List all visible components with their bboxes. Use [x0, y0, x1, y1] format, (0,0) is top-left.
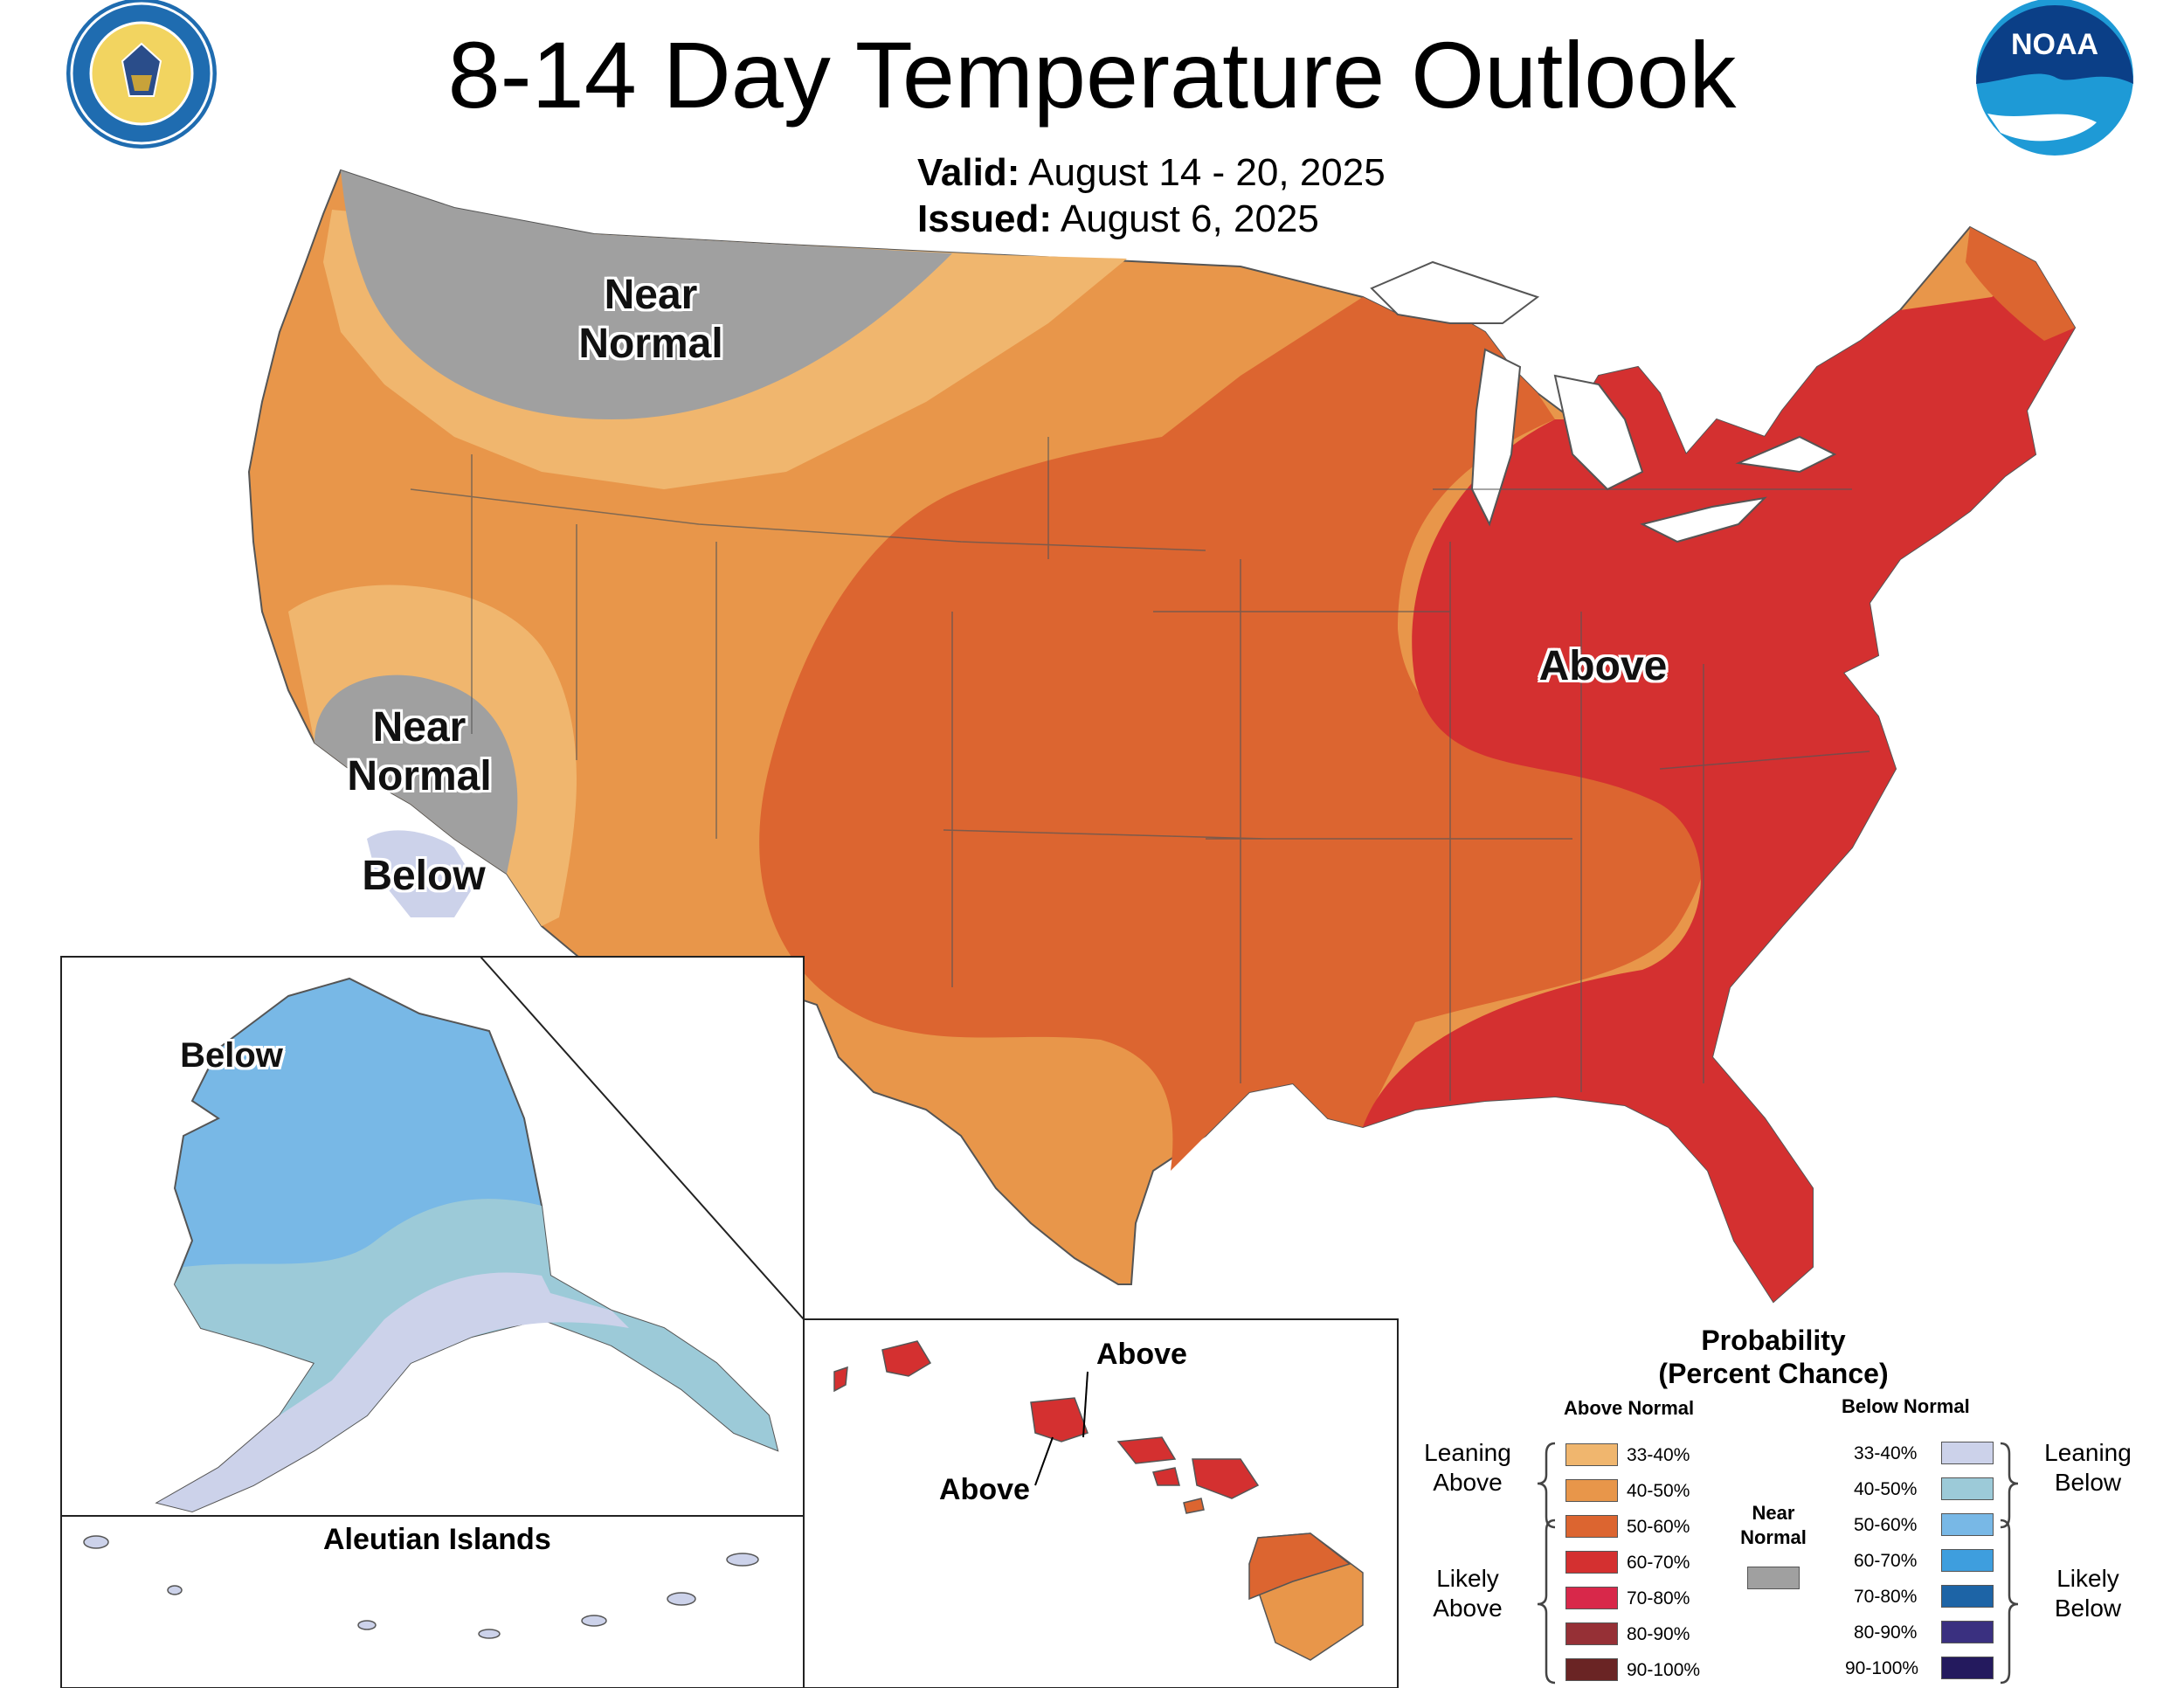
legend-likely-below: Likely Below	[2035, 1564, 2140, 1623]
legend-leaning-below-line2: Below	[2054, 1469, 2122, 1496]
legend-below-swatch-33-40	[1941, 1442, 1994, 1464]
alaska-below-label: Below	[180, 1036, 283, 1075]
legend-below-swatch-40-50	[1941, 1477, 1994, 1500]
legend-likely-below-line1: Likely	[2056, 1565, 2119, 1592]
issued-label: Issued:	[917, 197, 1053, 240]
conus-band-60-70	[1363, 262, 2075, 1302]
legend-above-range-50-60: 50-60%	[1627, 1517, 1690, 1537]
legend-below-range-33-40: 33-40%	[1854, 1443, 1918, 1463]
southwest-near-normal-line1: Near	[372, 704, 467, 751]
legend-below-swatch-80-90	[1941, 1621, 1994, 1643]
great-lakes	[1370, 260, 1837, 543]
legend-above-range-60-70: 60-70%	[1627, 1553, 1690, 1573]
valid-dates: August 14 - 20, 2025	[1028, 151, 1386, 194]
legend-below-swatch-60-70	[1941, 1549, 1994, 1572]
legend-near-normal: Near Normal	[1734, 1501, 1813, 1550]
north-near-normal-label: Near Normal	[559, 271, 743, 369]
legend-likely-above-line1: Likely	[1436, 1565, 1499, 1592]
legend-above-swatch-33-40	[1565, 1443, 1618, 1466]
legend-likely-above-line2: Above	[1433, 1595, 1503, 1622]
legend-below-range-50-60: 50-60%	[1854, 1515, 1918, 1535]
noaa-logo-text: NOAA	[2011, 28, 2099, 61]
issued-date: August 6, 2025	[1060, 197, 1319, 240]
legend-likely-below-line2: Below	[2054, 1595, 2122, 1622]
hawaii-leader-line-2	[1034, 1436, 1054, 1486]
legend-leaning-above-line1: Leaning	[1424, 1439, 1511, 1466]
legend-title: Probability (Percent Chance)	[1642, 1324, 1904, 1390]
issued-line: Issued: August 6, 2025	[917, 197, 1319, 242]
alaska-inset-diagonal	[480, 956, 805, 1320]
legend-title-line2: (Percent Chance)	[1658, 1358, 1889, 1389]
east-above-label: Above	[1538, 643, 1668, 689]
southwest-near-normal-line2: Normal	[347, 753, 492, 799]
page-title: 8-14 Day Temperature Outlook	[447, 22, 1737, 128]
legend-below-range-60-70: 60-70%	[1854, 1551, 1918, 1571]
hawaii-above-label-2: Above	[939, 1473, 1030, 1506]
valid-label: Valid:	[917, 151, 1020, 194]
legend-above-swatch-90-100	[1565, 1658, 1618, 1681]
legend-leaning-above-line2: Above	[1433, 1469, 1503, 1496]
hawaii-above-label-1: Above	[1096, 1338, 1187, 1371]
legend-above-swatch-70-80	[1565, 1587, 1618, 1609]
southwest-near-normal-label: Near Normal	[332, 703, 507, 801]
southwest-below-label: Below	[362, 853, 486, 899]
state-borders	[410, 437, 1870, 1101]
legend-below-swatch-90-100	[1941, 1657, 1994, 1679]
legend-below-range-40-50: 40-50%	[1854, 1479, 1918, 1499]
noaa-logo	[1976, 0, 2133, 156]
legend-near-normal-line1: Near	[1752, 1502, 1795, 1524]
conus-maine-50-60	[1966, 227, 2075, 341]
legend-above-swatch-60-70	[1565, 1551, 1618, 1574]
aleutian-islands-title: Aleutian Islands	[323, 1523, 551, 1556]
conus-below-southwest	[367, 830, 476, 917]
conus-near-normal-north	[341, 170, 952, 419]
legend-near-normal-swatch	[1747, 1567, 1800, 1589]
hawaii-leader-line-1	[1082, 1371, 1089, 1438]
legend-near-normal-line2: Normal	[1740, 1526, 1807, 1548]
conus-near-normal-southwest	[314, 675, 518, 874]
alaska-band-33-40	[157, 1272, 629, 1512]
hawaii-islands	[833, 1340, 1364, 1661]
aleutian-islands-shapes	[83, 1535, 759, 1639]
legend-leaning-below: Leaning Below	[2035, 1438, 2140, 1498]
legend-above-swatch-50-60	[1565, 1515, 1618, 1538]
legend-leaning-above: Leaning Above	[1415, 1438, 1520, 1498]
legend-below-range-80-90: 80-90%	[1854, 1622, 1918, 1643]
valid-line: Valid: August 14 - 20, 2025	[917, 150, 1386, 196]
legend-below-swatch-70-80	[1941, 1585, 1994, 1608]
legend-below-header: Below Normal	[1842, 1395, 1970, 1417]
legend-above-swatch-40-50	[1565, 1479, 1618, 1502]
legend-above-swatch-80-90	[1565, 1622, 1618, 1645]
legend-below-range-70-80: 70-80%	[1854, 1587, 1918, 1607]
legend-title-line1: Probability	[1701, 1325, 1846, 1356]
legend-brackets	[1537, 1442, 2019, 1685]
legend-leaning-below-line1: Leaning	[2044, 1439, 2132, 1466]
conus-band-50-60	[759, 297, 1712, 1171]
department-of-commerce-seal	[66, 0, 217, 149]
legend-above-range-40-50: 40-50%	[1627, 1481, 1690, 1501]
legend-above-range-70-80: 70-80%	[1627, 1588, 1690, 1608]
legend-below-range-90-100: 90-100%	[1845, 1658, 1919, 1678]
legend-above-range-33-40: 33-40%	[1627, 1445, 1690, 1465]
legend-below-swatch-50-60	[1941, 1513, 1994, 1536]
legend-above-range-90-100: 90-100%	[1627, 1660, 1701, 1680]
north-near-normal-line2: Normal	[578, 321, 723, 367]
legend-likely-above: Likely Above	[1415, 1564, 1520, 1623]
legend-above-header: Above Normal	[1564, 1397, 1695, 1419]
legend-above-range-80-90: 80-90%	[1627, 1624, 1690, 1644]
north-near-normal-line1: Near	[604, 272, 698, 318]
